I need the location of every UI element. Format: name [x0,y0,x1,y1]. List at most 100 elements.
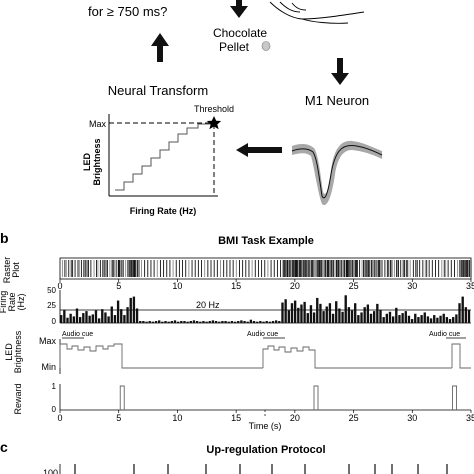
rate-bar [129,297,132,323]
rate-bar [164,321,167,323]
rate-bar [335,301,338,323]
raster-time-tick-label: 20 [290,281,300,291]
rate-bar [338,308,341,323]
led-tick-min: Min [41,362,56,372]
rate-bar [319,303,322,323]
rate-bar [243,321,246,323]
reward-pulses [119,385,458,410]
rate-bar [189,321,192,323]
rate-bar [376,303,379,323]
raster-time-tick-label: 0 [57,281,62,291]
rate-bar [205,321,208,323]
rate-bar [445,317,449,323]
rate-bar [382,317,385,323]
rate-bar [199,321,202,323]
rate-bar [455,314,458,323]
rate-bar [208,321,211,323]
rate-bar [391,316,395,323]
rate-label-1: Firing [0,291,8,314]
panel-c-letter: c [0,439,8,455]
rate-bar [151,321,155,323]
rate-bar [287,310,290,323]
rate-bar [214,321,218,323]
rate-bar [116,300,120,323]
rate-bar [325,306,328,323]
rate-bar [259,321,262,323]
rate-bar [195,321,199,323]
rate-bar [350,310,354,323]
transform-ylabel-2: Brightness [92,138,102,185]
threshold-star-icon [206,116,222,130]
down-arrow-icon-2 [331,58,349,85]
rate-bar [309,305,313,323]
raster-time-tick-label: 15 [231,281,241,291]
rate-bar [401,313,404,323]
panel-c-partial-tick: 100 [43,468,58,474]
time-tick-label: 15 [231,413,241,423]
rate-bar [426,316,430,323]
raster-time-tick-label: 30 [407,281,417,291]
panel-c-title: Up-regulation Protocol [206,444,325,456]
panel-c-raster-marks [74,464,448,474]
rate-bar [300,304,303,323]
reward-pulse [452,385,458,410]
rate-bar [265,321,268,323]
rate-bar [249,319,253,323]
up-arrow-icon [151,33,169,62]
rate-bar [328,303,332,323]
rate-bar [66,317,69,323]
rate-bar [385,313,388,323]
rate-bar [363,307,366,323]
threshold-label: Threshold [194,104,234,114]
max-label: Max [89,119,107,129]
rate-bar [135,308,139,323]
rate-bar [360,312,363,323]
rate-bar [290,303,294,323]
led-trace-2 [262,345,452,369]
rate-bar [230,321,234,323]
rate-bar [312,312,316,323]
rate-bar [60,315,63,323]
rate-bar [104,312,107,323]
rate-bar [176,321,180,323]
rate-bar [227,321,230,323]
rate-bar [237,321,240,323]
raster-time-tick-label: 25 [349,281,359,291]
rate-bar [240,320,243,323]
time-tick-label: 30 [407,413,417,423]
rate-bar [410,319,414,323]
time-tick-label: 25 [349,413,359,423]
down-arrow-icon [230,0,248,18]
rate-bar [94,310,98,323]
question-text: for ≥ 750 ms? [88,4,167,19]
rate-bar [395,307,398,323]
time-axis-ticks: 0 5 10 15 20 25 30 35 [57,410,474,423]
rate-bar [407,315,411,323]
raster-time-tick-label: 35 [466,281,474,291]
rate-bar [192,320,196,323]
rate-bar [158,320,161,323]
raster-label-1: Raster [2,257,12,284]
rate-bar [107,316,110,323]
rate-bar [278,321,281,323]
rate-bar [341,311,344,323]
rate-bar [398,315,401,323]
raster-spikes [61,260,472,277]
rate-bar [97,318,101,323]
rate-bar [91,314,94,323]
m1-neuron-title: M1 Neuron [305,93,369,108]
rate-bar [271,321,275,323]
rate-bar [344,295,347,323]
reward-tick-1: 1 [52,382,57,391]
audio-cue-label-3: Audio cue [429,331,460,338]
rate-bar [461,296,464,323]
rate-bar [354,303,357,323]
rate-bar [414,313,417,323]
reward-tick-0: 0 [52,405,57,414]
transform-ylabel-1: LED [82,152,92,171]
panel-b: b BMI Task Example Raster Plot 0 5 10 15 20 2… [0,230,474,431]
raster-time-tick-label: 10 [172,281,182,291]
rate-tick-0: 0 [52,317,57,326]
rate-bar [126,307,129,323]
